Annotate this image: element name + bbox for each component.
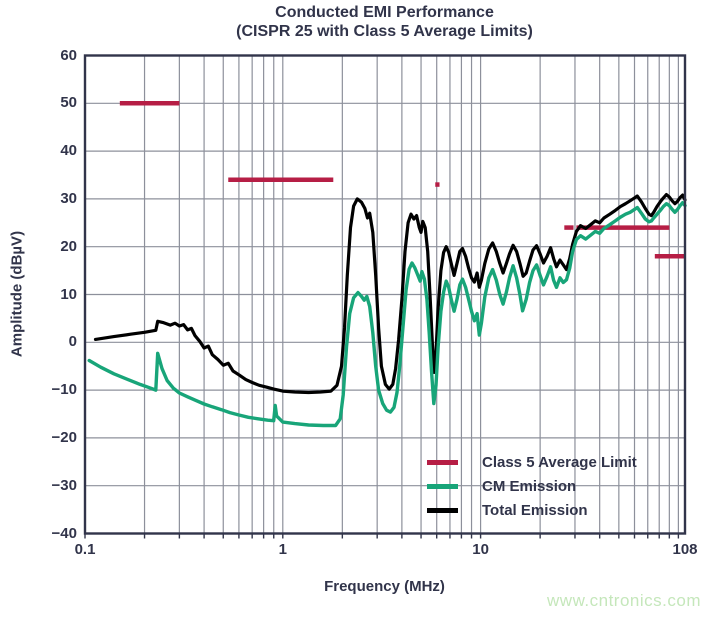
- y-tick-label: −30: [51, 476, 77, 494]
- chart-title: Conducted EMI Performance (CISPR 25 with…: [84, 3, 685, 41]
- y-tick-label: 0: [68, 333, 77, 351]
- legend-swatch-total-emission: [427, 507, 458, 513]
- x-tick-label: 10: [472, 541, 489, 558]
- x-tick-label: 0.1: [74, 541, 96, 558]
- x-tick-label: 108: [672, 541, 698, 558]
- total-emission-curve: [93, 193, 687, 395]
- y-tick-label: 50: [60, 94, 77, 112]
- y-tick-label: −20: [51, 428, 77, 446]
- watermark: www.cntronics.com: [547, 591, 701, 610]
- legend: Class 5 Average Limit CM Emission Total …: [427, 450, 637, 522]
- legend-swatch-cm-emission: [427, 483, 458, 489]
- legend-label-cm-emission: CM Emission: [482, 477, 577, 495]
- y-tick-label: −40: [51, 524, 77, 542]
- y-tick-label: 30: [60, 189, 77, 207]
- cm-emission-curve: [87, 200, 687, 428]
- y-tick-label: −10: [51, 381, 77, 399]
- y-tick-label: 10: [60, 285, 77, 303]
- legend-item-class5-limit: Class 5 Average Limit: [427, 450, 637, 474]
- y-tick-label: 40: [60, 142, 77, 160]
- x-tick-label: 1: [278, 541, 287, 558]
- legend-item-total-emission: Total Emission: [427, 498, 637, 522]
- chart-title-line2: (CISPR 25 with Class 5 Average Limits): [236, 23, 533, 40]
- legend-item-cm-emission: CM Emission: [427, 474, 637, 498]
- legend-label-total-emission: Total Emission: [482, 501, 588, 519]
- chart-title-line1: Conducted EMI Performance: [275, 4, 494, 21]
- y-tick-label: 20: [60, 237, 77, 255]
- x-axis-title: Frequency (MHz): [324, 578, 445, 595]
- y-tick-label: 60: [60, 46, 77, 64]
- legend-label-class5-limit: Class 5 Average Limit: [482, 453, 637, 471]
- plot-border: [83, 54, 687, 535]
- legend-swatch-class5-limit: [427, 459, 458, 465]
